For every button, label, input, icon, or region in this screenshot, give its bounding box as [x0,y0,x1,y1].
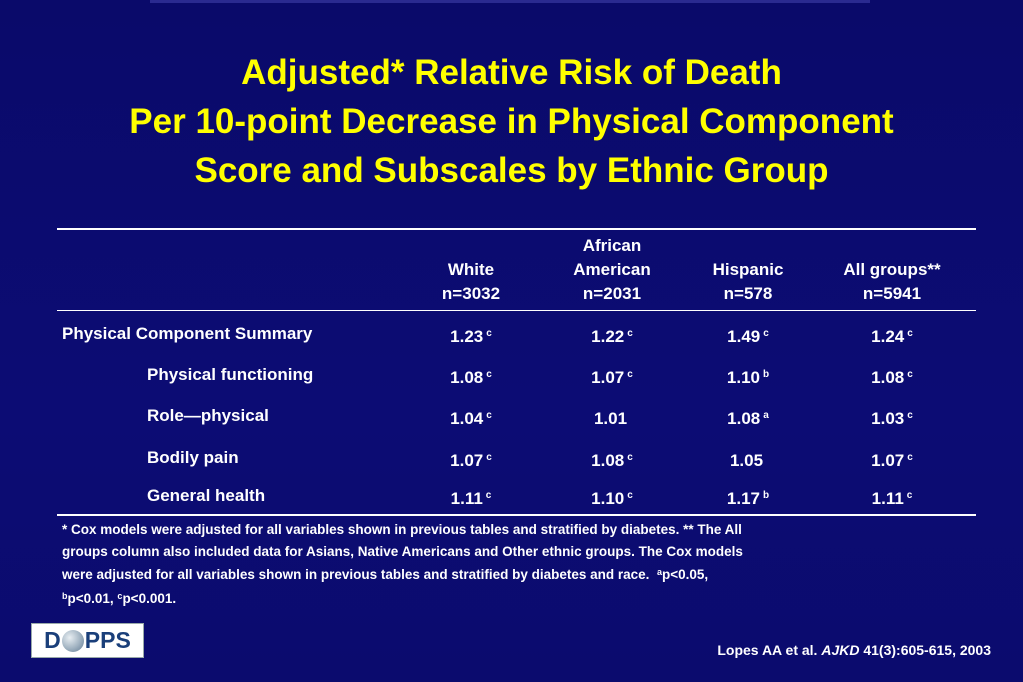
table-cell: 1.11 c [871,489,913,508]
table-cell: 1.04 c [450,409,492,428]
table-cell: 1.08 c [591,451,633,470]
citation: Lopes AA et al. AJKD 41(3):605-615, 2003 [717,642,991,658]
table-cell: 1.11 c [450,489,492,508]
table-header-rule [57,310,976,311]
column-header-name: White [447,260,495,279]
title-line-2: Per 10-point Decrease in Physical Compon… [129,102,894,141]
table-cell: 1.10 b [726,368,770,387]
column-header-n: n=3032 [441,284,501,303]
table-cell: 1.49 c [727,327,769,346]
table-top-rule [57,228,976,230]
column-header-white: White n=3032 [421,234,521,306]
table-cell: 1.24 c [871,327,913,346]
column-header-african-american: African American n=2031 [552,234,672,306]
footnote-line-2: groups column also included data for Asi… [62,543,743,559]
table-cell: 1.07 c [450,451,492,470]
column-header-name: Hispanic [712,260,784,279]
row-label-bodily-pain: Bodily pain [147,448,239,467]
table-cell: 1.23 c [450,327,492,346]
column-header-n: n=5941 [862,284,922,303]
column-header-hispanic: Hispanic n=578 [688,234,808,306]
globe-icon [61,629,84,652]
column-header-name: American [573,260,651,279]
row-label-general-health: General health [147,486,266,505]
table-cell: 1.03 c [871,409,913,428]
title-line-1: Adjusted* Relative Risk of Death [241,53,782,92]
footnote-line-3: were adjusted for all variables shown in… [62,567,709,582]
table-cell: 1.05 [729,451,764,470]
dopps-logo: D PPS [31,623,144,658]
footnote: * Cox models were adjusted for all varia… [62,519,972,609]
table-cell: 1.10 c [591,489,633,508]
title-line-3: Score and Subscales by Ethnic Group [194,151,829,190]
column-header-name-line1: African [582,236,642,255]
table-cell: 1.08 a [727,409,769,428]
column-header-all-groups: All groups** n=5941 [822,234,962,306]
table-cell: 1.07 c [591,368,633,387]
column-header-name: All groups** [843,260,941,279]
column-header-n: n=578 [723,284,773,303]
slide-title: Adjusted* Relative Risk of Death Per 10-… [0,48,1023,195]
top-strip [150,0,870,3]
table-cell: 1.08 c [450,368,492,387]
row-label-role-physical: Role—physical [147,406,269,425]
table-cell: 1.08 c [871,368,913,387]
footnote-line-1: * Cox models were adjusted for all varia… [62,522,742,537]
column-header-n: n=2031 [582,284,642,303]
row-label-physical-component-summary: Physical Component Summary [62,324,313,343]
table-cell: 1.22 c [591,327,633,346]
footnote-line-4: bp<0.01, cp<0.001. [62,590,177,606]
row-label-physical-functioning: Physical functioning [147,365,314,384]
table-cell: 1.07 c [871,451,913,470]
table-cell: 1.17 b [726,489,770,508]
table-cell: 1.01 [593,409,628,428]
table-bottom-rule [57,514,976,516]
